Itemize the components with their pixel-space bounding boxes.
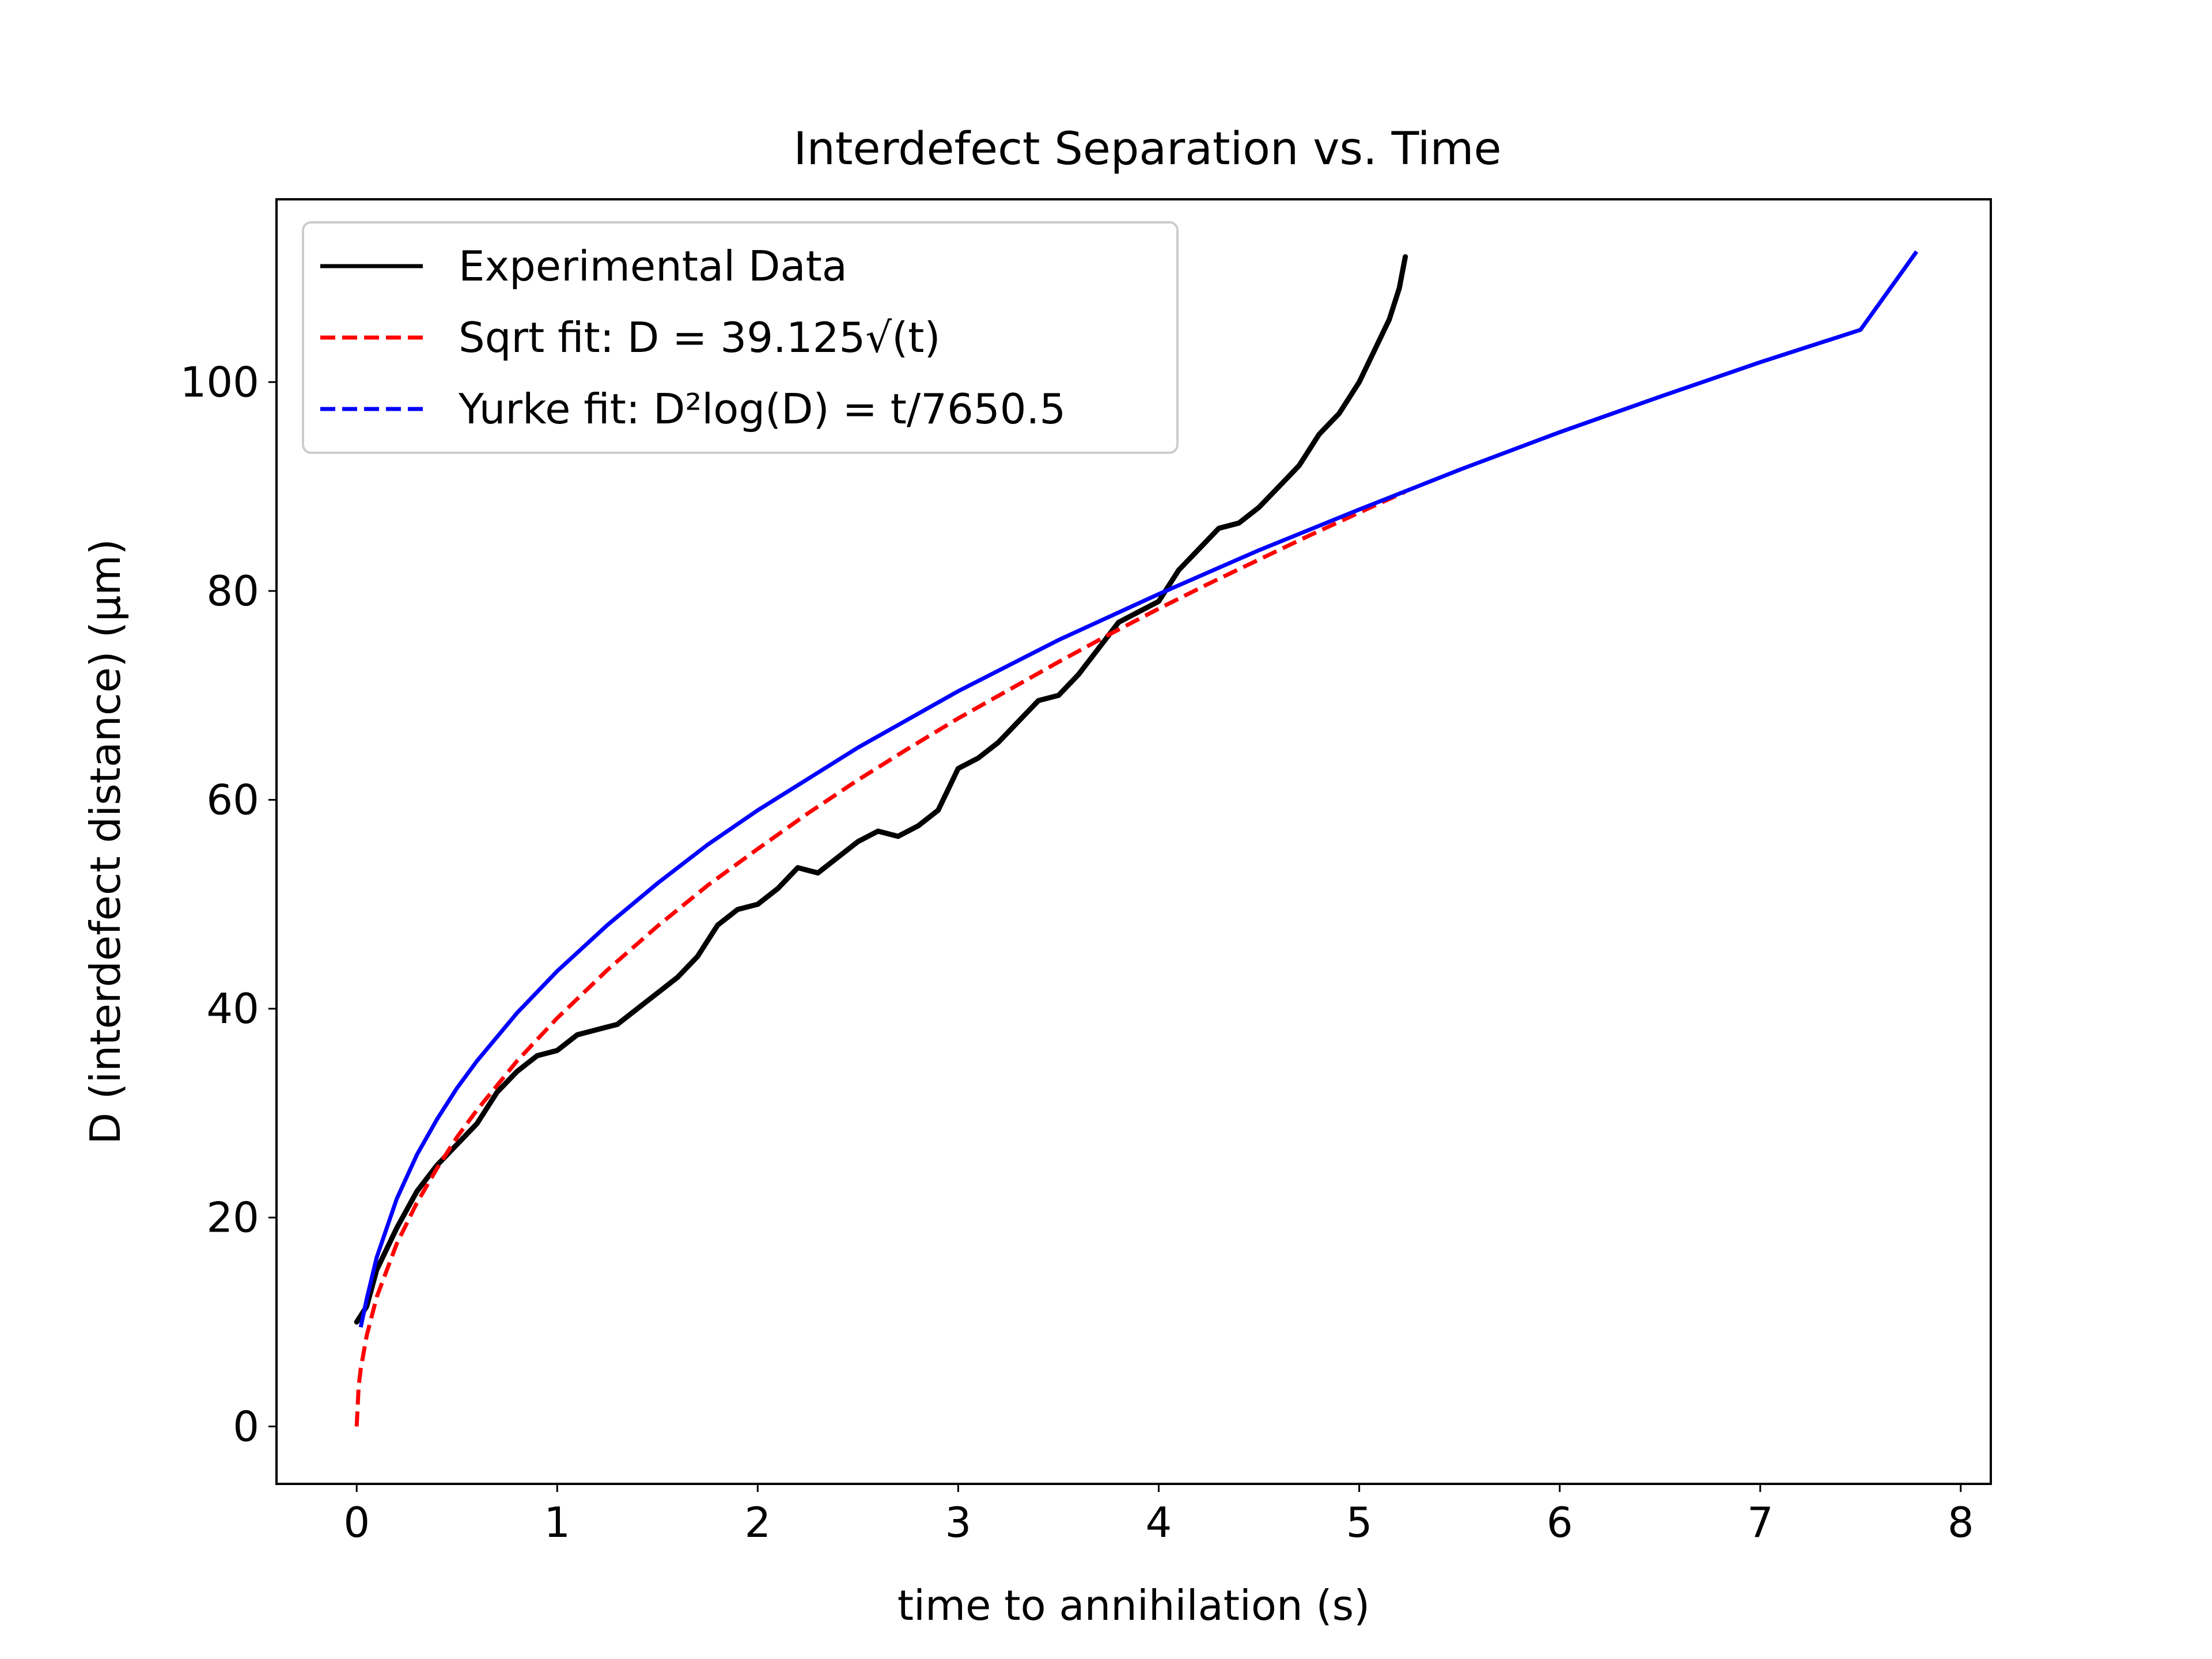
series-yurke-fit xyxy=(358,250,1919,1328)
x-tick-label: 0 xyxy=(343,1498,370,1547)
plot-area xyxy=(275,198,1992,1485)
x-tick-label: 1 xyxy=(544,1498,570,1547)
x-tick-label: 6 xyxy=(1547,1498,1573,1547)
x-tick-label: 8 xyxy=(1948,1498,1974,1547)
x-axis-label: time to annihilation (s) xyxy=(897,1581,1370,1630)
y-tick-label: 100 xyxy=(180,358,259,406)
x-tick-label: 2 xyxy=(744,1498,771,1547)
y-tick-label: 60 xyxy=(206,775,259,824)
legend-item-yurke-fit-label: Yurke fit: D²log(D) = t/7650.5 xyxy=(458,385,1066,433)
y-tick-label: 0 xyxy=(233,1402,259,1450)
series-sqrt-fit xyxy=(354,490,1407,1427)
legend: Experimental Data Sqrt fit: D = 39.125√(t… xyxy=(302,221,1179,454)
y-tick-label: 80 xyxy=(206,567,259,615)
chart-title: Interdefect Separation vs. Time xyxy=(793,123,1501,175)
series-experimental-data xyxy=(354,254,1408,1325)
x-tick-label: 5 xyxy=(1346,1498,1373,1547)
plot-frame xyxy=(275,198,1992,1485)
x-tick-label: 4 xyxy=(1146,1498,1172,1547)
legend-item-sqrt-fit-label: Sqrt fit: D = 39.125√(t) xyxy=(459,313,941,362)
legend-item-experimental-data-label: Experimental Data xyxy=(459,242,847,290)
legend-box xyxy=(302,221,1179,454)
x-tick-label: 3 xyxy=(945,1498,972,1547)
x-tick-label: 7 xyxy=(1747,1498,1774,1547)
y-axis-label: D (interdefect distance) (µm) xyxy=(81,539,130,1144)
y-tick-label: 40 xyxy=(206,984,259,1033)
y-tick-label: 20 xyxy=(206,1194,259,1242)
